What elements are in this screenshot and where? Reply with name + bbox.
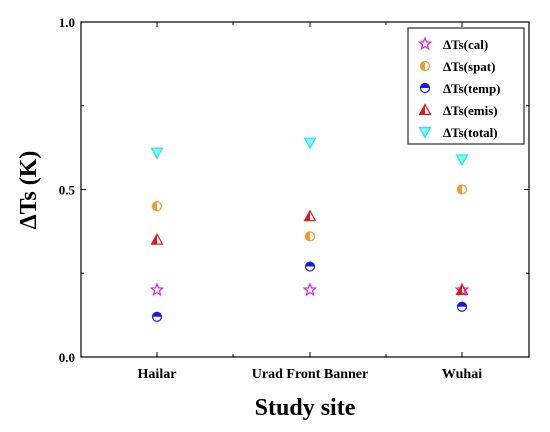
legend-label: ΔTs(total) (443, 125, 498, 140)
point-half-circle-top-2 (456, 301, 468, 312)
legend-marker-0 (417, 36, 433, 51)
legend-label: ΔTs(emis) (443, 103, 498, 118)
point-half-triangle-0 (150, 233, 164, 245)
x-tick-label: Hailar (138, 367, 177, 382)
legend-marker-1 (419, 60, 431, 72)
point-half-circle-left-2 (456, 184, 468, 195)
point-half-triangle-2 (455, 283, 469, 295)
legend-marker-4 (418, 126, 432, 139)
point-star-0 (149, 282, 165, 297)
y-axis-title: ΔTs (K) (16, 151, 42, 230)
legend-marker-3 (418, 103, 432, 116)
legend-marker-2 (419, 82, 431, 94)
point-half-circle-left-0 (151, 201, 163, 212)
legend-label: ΔTs(spat) (443, 59, 495, 74)
legend-label: ΔTs(cal) (443, 37, 488, 52)
x-axis-title: Study site (255, 395, 356, 421)
x-tick-label: Wuhai (442, 367, 482, 382)
point-triangle-down-0 (150, 147, 164, 160)
legend: ΔTs(cal) ΔTs(spat) ΔTs(temp) ΔTs(emis) ΔTs(t… (407, 27, 525, 145)
point-triangle-down-1 (303, 137, 317, 150)
axis-ticks: 0.0 0.5 1.0 Hailar Urad Front Banner Wuhai (59, 15, 529, 382)
data-marks (149, 137, 470, 322)
point-half-circle-top-1 (304, 261, 316, 272)
point-half-triangle-1 (303, 209, 317, 222)
point-half-circle-top-0 (151, 311, 163, 322)
point-half-circle-left-1 (304, 231, 316, 242)
legend-label: ΔTs(temp) (443, 81, 501, 96)
y-tick-label: 0.0 (59, 350, 75, 365)
y-tick-label: 1.0 (59, 15, 75, 30)
y-tick-label: 0.5 (59, 183, 76, 198)
x-tick-label: Urad Front Banner (252, 367, 368, 382)
point-star-1 (302, 282, 318, 297)
point-triangle-down-2 (455, 154, 469, 167)
